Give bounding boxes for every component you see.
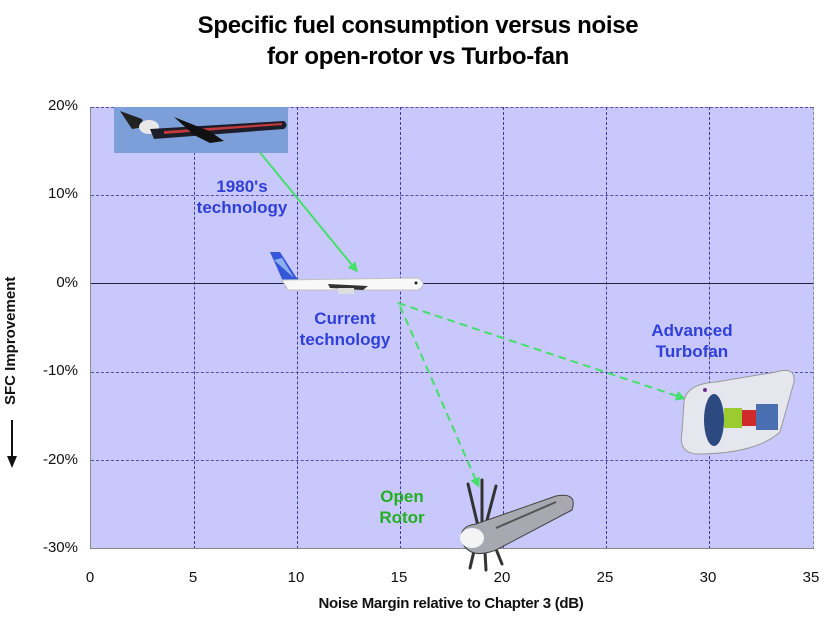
x-tick-35: 35	[802, 569, 820, 586]
annotation-advanced-turbofan: Advanced Turbofan	[622, 320, 762, 362]
zero-line	[91, 283, 813, 284]
annotation-line: technology	[299, 330, 391, 349]
x-tick-30: 30	[699, 569, 717, 586]
title-line-2: for open-rotor vs Turbo-fan	[266, 43, 570, 70]
gridline-y-minus10	[91, 372, 813, 373]
gridline-y-20	[91, 107, 813, 108]
annotation-line: Open	[380, 487, 424, 506]
title-line-1: Specific fuel consumption versus noise	[197, 12, 639, 39]
annotation-current-technology: Current technology	[275, 308, 415, 350]
y-tick-10: 10%	[47, 185, 78, 202]
y-tick-minus10: -10%	[42, 362, 78, 379]
gridline-x-10	[297, 107, 298, 549]
x-tick-5: 5	[188, 569, 198, 586]
y-tick-minus30: -30%	[42, 539, 78, 556]
gridline-x-5	[194, 107, 195, 549]
md80-jet-icon	[114, 107, 288, 153]
open-rotor-engine-icon	[460, 478, 574, 572]
a320-jet-icon	[270, 252, 424, 294]
annotation-line: Turbofan	[655, 342, 729, 361]
x-tick-10: 10	[287, 569, 305, 586]
x-tick-15: 15	[390, 569, 408, 586]
gridline-y-10	[91, 195, 813, 196]
annotation-line: Current	[314, 309, 376, 328]
x-tick-0: 0	[85, 569, 95, 586]
annotation-line: Rotor	[379, 508, 425, 527]
x-tick-20: 20	[493, 569, 511, 586]
gridline-x-25	[606, 107, 607, 549]
gridline-x-20	[503, 107, 504, 549]
gridline-x-15	[400, 107, 401, 549]
x-tick-25: 25	[596, 569, 614, 586]
plot-area	[90, 107, 814, 549]
y-tick-20: 20%	[47, 97, 78, 114]
x-axis-line	[91, 548, 813, 549]
gridline-x-30	[709, 107, 710, 549]
annotation-line: Advanced	[651, 321, 733, 340]
arrow-current-to-open-rotor	[399, 305, 480, 488]
chart-title: Specific fuel consumption versus noise f…	[0, 10, 836, 72]
arrow-1980-to-current	[257, 149, 358, 273]
y-tick-minus20: -20%	[42, 451, 78, 468]
x-axis-label: Noise Margin relative to Chapter 3 (dB)	[318, 595, 584, 612]
arrow-current-to-turbofan	[397, 302, 686, 401]
annotation-open-rotor: Open Rotor	[362, 486, 442, 528]
annotation-line: technology	[196, 198, 288, 217]
gridline-y-minus20	[91, 460, 813, 461]
annotation-1980s-technology: 1980's technology	[172, 176, 312, 218]
y-tick-0: 0%	[56, 274, 78, 291]
annotation-line: 1980's	[216, 177, 268, 196]
turbofan-engine-icon	[680, 369, 795, 455]
arrow-down-icon	[7, 420, 17, 468]
